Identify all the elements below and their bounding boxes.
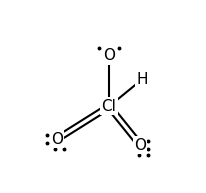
Text: Cl: Cl <box>101 99 116 114</box>
Text: H: H <box>135 72 147 87</box>
Text: O: O <box>134 138 146 152</box>
Text: O: O <box>51 132 63 146</box>
Text: O: O <box>103 48 115 63</box>
